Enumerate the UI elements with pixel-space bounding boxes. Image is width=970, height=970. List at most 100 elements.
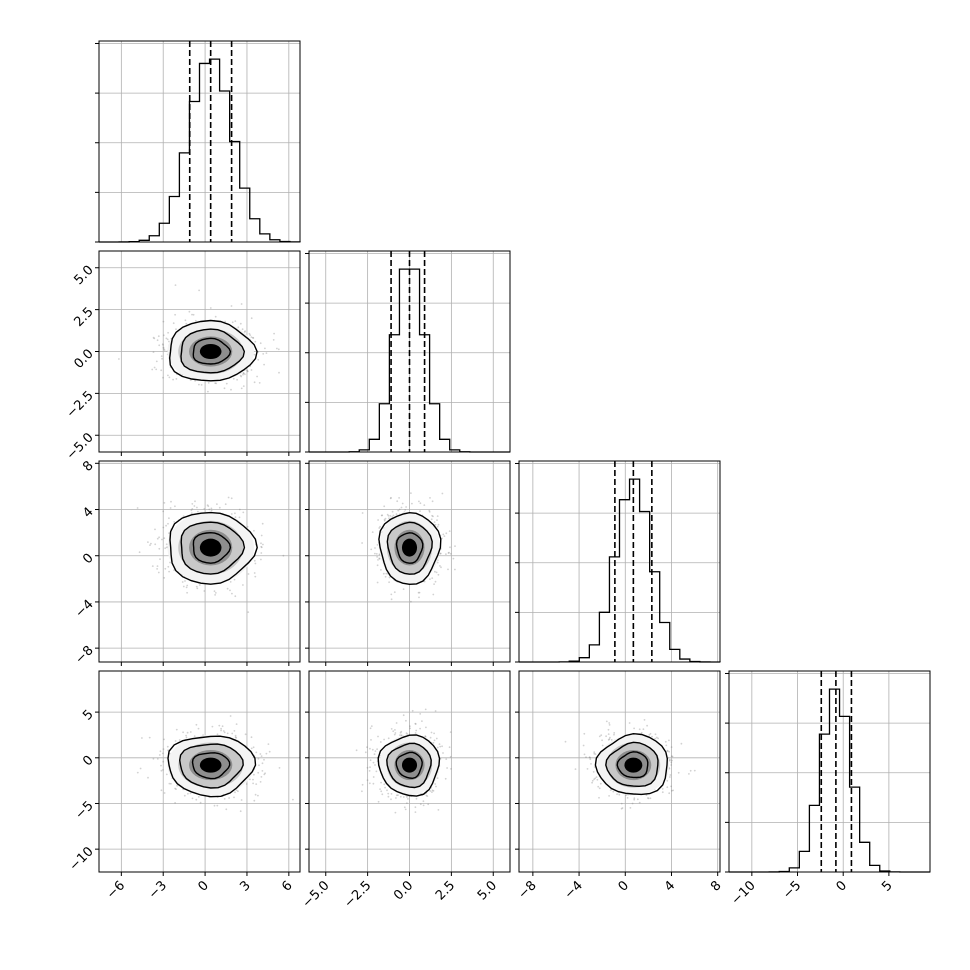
scatter-point xyxy=(400,506,403,509)
y-tick-label: 0 xyxy=(80,551,96,567)
scatter-point xyxy=(655,736,658,739)
scatter-point xyxy=(183,794,186,797)
scatter-point xyxy=(156,537,159,540)
scatter-point xyxy=(162,347,165,349)
scatter-point xyxy=(399,731,402,734)
scatter-point xyxy=(234,791,236,794)
scatter-point xyxy=(442,752,444,754)
x-tick-label: −3 xyxy=(146,878,170,902)
scatter-point xyxy=(173,521,176,523)
scatter-point xyxy=(160,355,163,358)
scatter-point xyxy=(260,545,263,548)
scatter-point xyxy=(178,739,181,741)
scatter-point xyxy=(189,379,192,381)
scatter-point xyxy=(163,577,166,579)
scatter-point xyxy=(264,347,266,350)
scatter-point xyxy=(160,769,163,772)
scatter-point xyxy=(233,578,236,581)
panel-4-2 xyxy=(305,670,511,876)
scatter-point xyxy=(380,790,383,793)
scatter-point xyxy=(428,511,431,513)
scatter-point xyxy=(209,307,212,309)
scatter-point xyxy=(380,569,382,571)
scatter-point xyxy=(162,752,164,755)
scatter-point xyxy=(176,784,179,787)
x-tick-label: −2.5 xyxy=(342,878,375,911)
contour-line xyxy=(168,319,258,382)
scatter-point xyxy=(250,747,253,750)
scatter-point xyxy=(613,732,616,734)
scatter-point xyxy=(380,781,382,784)
hist-panel-1 xyxy=(95,40,301,243)
scatter-point xyxy=(158,344,161,347)
scatter-point xyxy=(149,544,151,546)
scatter-point xyxy=(608,795,610,797)
scatter-point xyxy=(175,788,177,790)
scatter-point xyxy=(669,776,671,778)
scatter-point xyxy=(160,369,163,372)
scatter-point xyxy=(168,340,170,343)
scatter-point xyxy=(414,732,417,734)
scatter-point xyxy=(233,730,236,732)
scatter-point xyxy=(234,516,237,519)
scatter-point xyxy=(449,731,452,733)
scatter-point xyxy=(238,516,241,519)
scatter-point xyxy=(155,368,158,371)
scatter-point xyxy=(410,492,412,494)
scatter-point xyxy=(169,507,172,509)
scatter-point xyxy=(593,752,596,755)
scatter-point xyxy=(186,591,189,594)
scatter-point xyxy=(154,528,156,531)
scatter-point xyxy=(218,724,221,727)
hist-panel-4 xyxy=(725,670,931,876)
scatter-point xyxy=(162,510,165,513)
scatter-point xyxy=(191,313,193,316)
scatter-point xyxy=(185,736,188,739)
scatter-point xyxy=(246,370,249,372)
scatter-point xyxy=(430,731,433,734)
scatter-point xyxy=(383,738,385,741)
scatter-point xyxy=(400,730,403,733)
scatter-point xyxy=(433,521,436,523)
scatter-point xyxy=(160,764,162,767)
scatter-point xyxy=(414,723,417,725)
scatter-point xyxy=(382,572,385,575)
scatter-point xyxy=(376,556,378,558)
scatter-point xyxy=(646,724,648,727)
scatter-point xyxy=(376,564,379,567)
scatter-point xyxy=(432,515,434,518)
scatter-point xyxy=(273,332,275,335)
scatter-point xyxy=(369,727,372,730)
x-tick-label: 5 xyxy=(879,878,895,894)
scatter-point xyxy=(250,369,253,371)
scatter-point xyxy=(447,552,450,554)
scatter-point xyxy=(378,527,381,529)
scatter-point xyxy=(449,552,452,555)
scatter-point xyxy=(136,771,139,774)
scatter-point xyxy=(669,774,672,776)
scatter-point xyxy=(260,755,263,757)
scatter-point xyxy=(164,567,167,570)
scatter-point xyxy=(361,783,364,786)
scatter-point xyxy=(373,753,376,756)
scatter-point xyxy=(253,381,256,384)
scatter-point xyxy=(263,363,265,366)
scatter-point xyxy=(410,600,412,603)
contour-line xyxy=(169,511,258,585)
contour-line xyxy=(192,337,232,365)
scatter-point xyxy=(429,497,431,499)
scatter-point xyxy=(431,577,434,579)
scatter-point xyxy=(162,344,165,346)
scatter-point xyxy=(187,792,189,795)
scatter-point xyxy=(166,745,169,748)
scatter-point xyxy=(199,801,202,804)
scatter-point xyxy=(263,758,265,761)
scatter-point xyxy=(400,734,403,737)
scatter-point xyxy=(152,757,155,760)
x-tick-label: 4 xyxy=(662,878,678,894)
scatter-point xyxy=(267,743,270,745)
scatter-point xyxy=(260,546,263,549)
scatter-point xyxy=(152,351,155,353)
scatter-point xyxy=(633,798,636,801)
